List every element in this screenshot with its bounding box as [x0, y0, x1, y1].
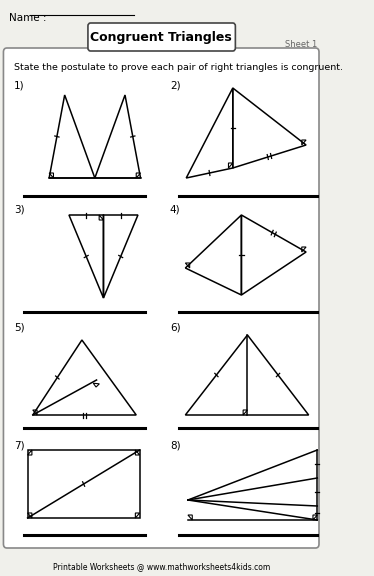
Text: Sheet 1: Sheet 1	[285, 40, 317, 49]
Text: 7): 7)	[14, 440, 24, 450]
FancyBboxPatch shape	[3, 48, 319, 548]
Text: Name :: Name :	[9, 13, 46, 23]
Text: State the postulate to prove each pair of right triangles is congruent.: State the postulate to prove each pair o…	[14, 63, 343, 72]
Text: Printable Worksheets @ www.mathworksheets4kids.com: Printable Worksheets @ www.mathworksheet…	[53, 562, 270, 571]
Text: 1): 1)	[14, 80, 24, 90]
Text: 5): 5)	[14, 323, 24, 333]
Text: 4): 4)	[170, 205, 181, 215]
FancyBboxPatch shape	[88, 23, 235, 51]
Text: 3): 3)	[14, 205, 24, 215]
Text: 6): 6)	[170, 323, 181, 333]
Bar	[28, 450, 140, 518]
Text: 2): 2)	[170, 80, 181, 90]
Text: 8): 8)	[170, 440, 181, 450]
Text: Congruent Triangles: Congruent Triangles	[91, 31, 232, 44]
